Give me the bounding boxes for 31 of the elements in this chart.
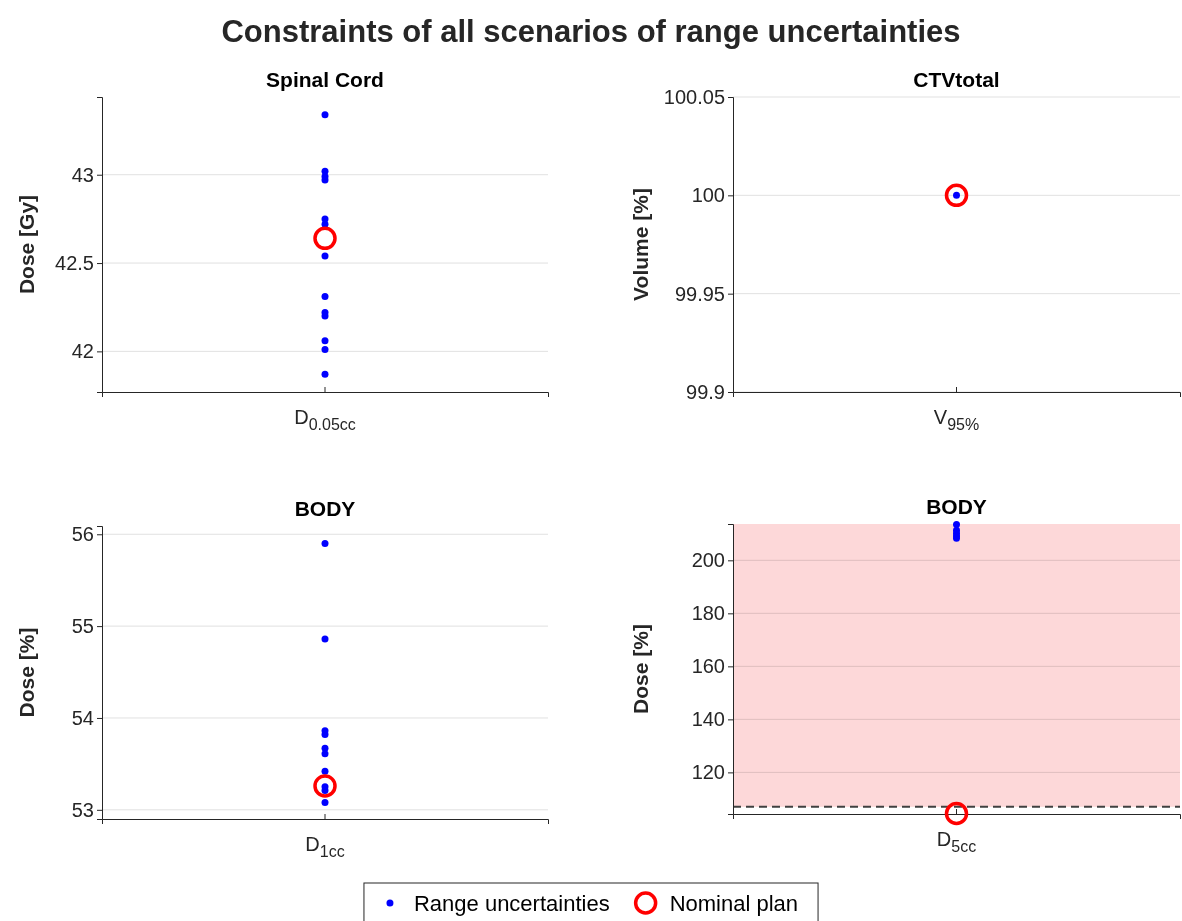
chart-title: BODY (294, 497, 356, 520)
y-tick-label: 43 (71, 163, 94, 186)
y-tick-label: 53 (71, 798, 94, 821)
y-tick-label: 42 (71, 340, 94, 363)
y-tick-label: 56 (71, 523, 94, 546)
y-axis-title: Dose [%] (629, 624, 652, 714)
y-tick-label: 42.5 (55, 251, 94, 274)
chart-title: Constraints of all scenarios of range uncertainties (221, 14, 961, 49)
legend-label: Nominal plan (669, 891, 799, 916)
chart-title: BODY (926, 495, 987, 518)
y-tick-label: 99.95 (674, 282, 725, 305)
y-tick-label: 200 (691, 549, 725, 572)
legend-label: Range uncertainties (413, 891, 610, 916)
x-tick-label: V$_{95%}$ (933, 406, 980, 433)
y-tick-label: 99.9 (686, 380, 725, 403)
y-axis-title: Dose [%] (15, 627, 38, 718)
y-tick-label: 120 (691, 761, 725, 784)
chart-title: CTVtotal (913, 68, 1000, 91)
y-tick-label: 54 (71, 706, 94, 729)
y-tick-label: 160 (691, 655, 725, 678)
x-tick-label: D$_{5cc}$ (936, 828, 977, 855)
y-tick-label: 55 (71, 615, 94, 638)
y-axis-title: Dose [Gy] (15, 194, 38, 295)
x-tick-label: D$_{0.05cc}$ (294, 406, 356, 433)
y-tick-label: 140 (691, 708, 725, 731)
x-tick-label: D$_{1cc}$ (305, 833, 345, 860)
y-tick-label: 100.05 (663, 85, 725, 108)
chart-subtitle: Spinal Cord (266, 68, 384, 91)
y-tick-label: 180 (691, 602, 725, 625)
y-axis-title: Volume [%] (629, 188, 652, 301)
y-tick-label: 100 (691, 184, 725, 207)
